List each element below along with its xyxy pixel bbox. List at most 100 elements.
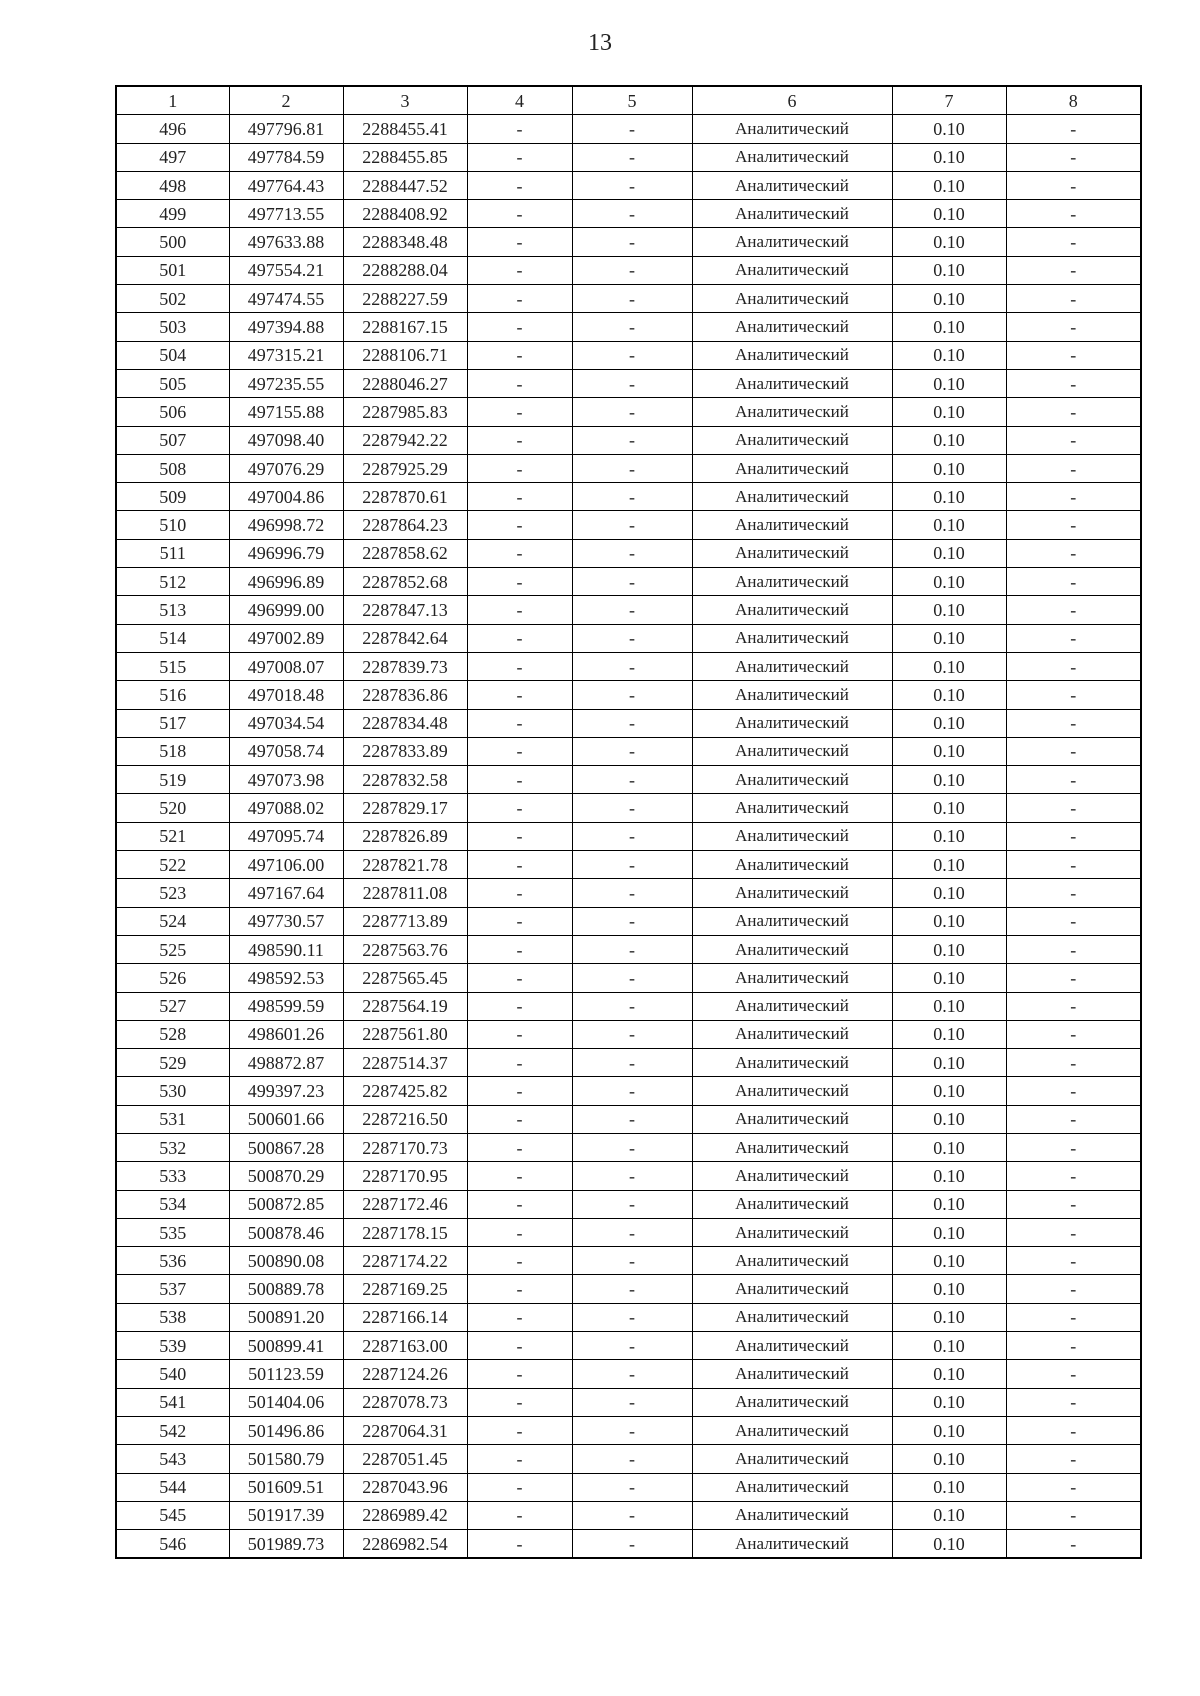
table-row: 541 501404.06 2287078.73- - Аналитический 0.1… xyxy=(115,1387,1142,1417)
col-4-cell: - xyxy=(466,1189,573,1219)
col-5-cell: - xyxy=(571,1415,693,1446)
point-number-cell: 528 xyxy=(115,1019,230,1050)
col-4-cell: - xyxy=(466,453,573,484)
col-5-cell: - xyxy=(571,340,693,370)
x-coordinate-cell: 497002.89 xyxy=(228,623,344,653)
col-5-cell: - xyxy=(571,170,693,201)
x-coordinate-cell: 497106.00 xyxy=(228,850,344,880)
accuracy-cell: 0.10 xyxy=(891,397,1007,427)
table-row: 502 497474.55 2288227.59- - Аналитический 0.1… xyxy=(115,284,1142,314)
accuracy-cell: 0.10 xyxy=(891,312,1007,342)
y-coordinate-cell: 2287565.45 xyxy=(342,963,468,993)
col-4-cell: - xyxy=(466,1161,573,1191)
method-cell: Аналитический xyxy=(691,850,893,880)
x-coordinate-cell: 497315.21 xyxy=(228,340,344,370)
col-5-cell: - xyxy=(571,397,693,427)
point-number-cell: 521 xyxy=(115,821,230,852)
point-number-cell: 530 xyxy=(115,1076,230,1106)
col-8-cell: - xyxy=(1005,1217,1142,1248)
accuracy-cell: 0.10 xyxy=(891,1415,1007,1446)
point-number-cell: 542 xyxy=(115,1415,230,1446)
table-row: 520 497088.02 2287829.17- - Аналитический 0.1… xyxy=(115,793,1142,823)
col-4-cell: - xyxy=(466,651,573,682)
col-4-cell: - xyxy=(466,708,573,738)
point-number-cell: 527 xyxy=(115,991,230,1021)
col-4-cell: - xyxy=(466,284,573,314)
point-number-cell: 540 xyxy=(115,1359,230,1389)
x-coordinate-cell: 497088.02 xyxy=(228,793,344,823)
point-number-cell: 503 xyxy=(115,312,230,342)
col-4-cell: - xyxy=(466,227,573,257)
accuracy-cell: 0.10 xyxy=(891,1472,1007,1502)
col-5-cell: - xyxy=(571,255,693,286)
method-cell: Аналитический xyxy=(691,142,893,172)
col-5-cell: - xyxy=(571,312,693,342)
col-5-cell: - xyxy=(571,1472,693,1502)
method-cell: Аналитический xyxy=(691,821,893,852)
col-5-cell: - xyxy=(571,878,693,908)
accuracy-cell: 0.10 xyxy=(891,651,1007,682)
col-5-cell: - xyxy=(571,227,693,257)
table-row: 540 501123.59 2287124.26- - Аналитический 0.1… xyxy=(115,1359,1142,1389)
table-row: 535 500878.46 2287178.15- - Аналитический 0.1… xyxy=(115,1217,1142,1248)
col-8-cell: - xyxy=(1005,850,1142,880)
col-8-cell: - xyxy=(1005,170,1142,201)
accuracy-cell: 0.10 xyxy=(891,1331,1007,1361)
col-5-cell: - xyxy=(571,1076,693,1106)
column-header: 8 xyxy=(1005,85,1142,116)
y-coordinate-cell: 2287826.89 xyxy=(342,821,468,852)
accuracy-cell: 0.10 xyxy=(891,934,1007,965)
table-row: 501 497554.21 2288288.04- - Аналитический 0.1… xyxy=(115,255,1142,286)
accuracy-cell: 0.10 xyxy=(891,1444,1007,1474)
col-4-cell: - xyxy=(466,595,573,625)
x-coordinate-cell: 501404.06 xyxy=(228,1387,344,1417)
col-8-cell: - xyxy=(1005,1415,1142,1446)
point-number-cell: 510 xyxy=(115,510,230,540)
col-4-cell: - xyxy=(466,736,573,767)
col-8-cell: - xyxy=(1005,1500,1142,1531)
col-5-cell: - xyxy=(571,1019,693,1050)
x-coordinate-cell: 497034.54 xyxy=(228,708,344,738)
point-number-cell: 501 xyxy=(115,255,230,286)
column-header: 6 xyxy=(691,85,893,116)
x-coordinate-cell: 500872.85 xyxy=(228,1189,344,1219)
x-coordinate-cell: 498601.26 xyxy=(228,1019,344,1050)
y-coordinate-cell: 2287174.22 xyxy=(342,1246,468,1276)
col-4-cell: - xyxy=(466,1104,573,1134)
y-coordinate-cell: 2287833.89 xyxy=(342,736,468,767)
method-cell: Аналитический xyxy=(691,1048,893,1078)
method-cell: Аналитический xyxy=(691,340,893,370)
y-coordinate-cell: 2287821.78 xyxy=(342,850,468,880)
col-5-cell: - xyxy=(571,1331,693,1361)
col-5-cell: - xyxy=(571,538,693,569)
y-coordinate-cell: 2287870.61 xyxy=(342,482,468,512)
method-cell: Аналитический xyxy=(691,1217,893,1248)
x-coordinate-cell: 497098.40 xyxy=(228,425,344,455)
table-row: 500 497633.88 2288348.48- - Аналитический 0.1… xyxy=(115,227,1142,257)
method-cell: Аналитический xyxy=(691,1500,893,1531)
method-cell: Аналитический xyxy=(691,651,893,682)
accuracy-cell: 0.10 xyxy=(891,1104,1007,1134)
table-row: 515 497008.07 2287839.73- - Аналитический 0.1… xyxy=(115,651,1142,682)
point-number-cell: 543 xyxy=(115,1444,230,1474)
table-row: 531 500601.66 2287216.50- - Аналитический 0.1… xyxy=(115,1104,1142,1134)
x-coordinate-cell: 497784.59 xyxy=(228,142,344,172)
col-4-cell: - xyxy=(466,906,573,936)
col-8-cell: - xyxy=(1005,340,1142,370)
col-8-cell: - xyxy=(1005,567,1142,597)
point-number-cell: 511 xyxy=(115,538,230,569)
method-cell: Аналитический xyxy=(691,963,893,993)
col-8-cell: - xyxy=(1005,1529,1142,1559)
method-cell: Аналитический xyxy=(691,1019,893,1050)
table-row: 544 501609.51 2287043.96- - Аналитический 0.1… xyxy=(115,1472,1142,1502)
col-5-cell: - xyxy=(571,708,693,738)
point-number-cell: 496 xyxy=(115,114,230,144)
table-row: 506 497155.88 2287985.83- - Аналитический 0.1… xyxy=(115,397,1142,427)
x-coordinate-cell: 497554.21 xyxy=(228,255,344,286)
y-coordinate-cell: 2287834.48 xyxy=(342,708,468,738)
y-coordinate-cell: 2286982.54 xyxy=(342,1529,468,1559)
column-header: 7 xyxy=(891,85,1007,116)
table-row: 503 497394.88 2288167.15- - Аналитический 0.1… xyxy=(115,312,1142,342)
y-coordinate-cell: 2287839.73 xyxy=(342,651,468,682)
col-4-cell: - xyxy=(466,340,573,370)
